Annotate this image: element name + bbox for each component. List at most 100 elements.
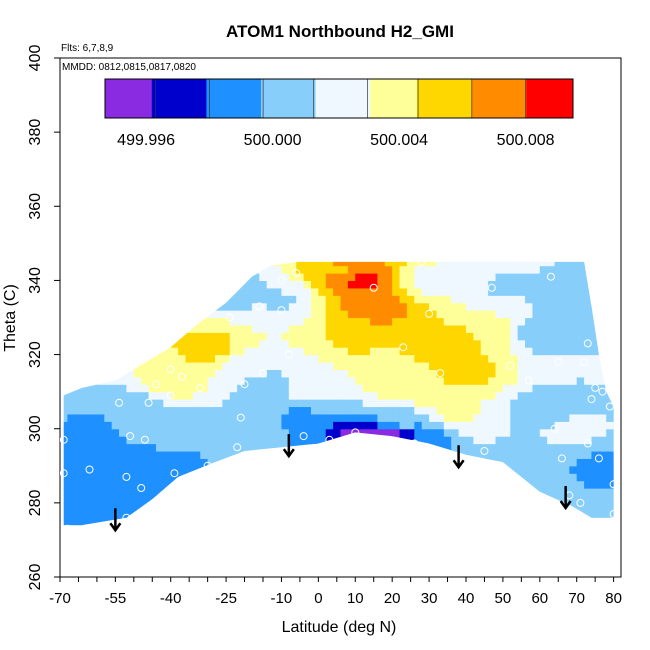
heatmap-cell [185,480,194,489]
heatmap-cell [532,413,541,422]
heatmap-cell [340,384,349,393]
heatmap-cell [414,465,423,474]
heatmap-cell [429,251,437,259]
heatmap-cell [480,261,489,267]
heatmap-cell [436,406,445,415]
heatmap-cell [104,310,113,319]
heatmap-cell [259,287,268,296]
heatmap-cell [104,406,113,415]
heatmap-cell [517,406,526,415]
heatmap-cell [355,384,364,393]
heatmap-cell [163,428,172,437]
heatmap-cell [436,502,445,511]
heatmap-cell [384,302,393,311]
heatmap-cell [156,525,164,533]
heatmap-cell [148,332,157,341]
heatmap-cell [547,443,556,452]
heatmap-cell [510,480,519,489]
heatmap-cell [82,473,91,482]
heatmap-cell [266,436,275,445]
heatmap-cell [303,310,312,319]
heatmap-cell [163,465,172,474]
heatmap-cell [200,413,209,422]
heatmap-cell [310,295,319,304]
heatmap-cell [207,287,216,296]
heatmap-cell [473,295,482,304]
heatmap-cell [495,502,504,511]
heatmap-cell [222,302,231,311]
heatmap-cell [370,384,379,393]
heatmap-cell [465,450,474,459]
heatmap-cell [237,251,245,259]
heatmap-cell [310,324,319,333]
heatmap-cell [148,280,157,289]
heatmap-cell [554,347,563,356]
heatmap-cell [259,354,268,363]
heatmap-cell [126,421,135,430]
heatmap-cell [67,324,76,333]
heatmap-cell [370,428,379,437]
heatmap-cell [310,428,319,437]
heatmap-cell [126,413,135,422]
heatmap-cell [207,510,216,519]
heatmap-cell [251,517,260,526]
heatmap-cell [406,280,415,289]
heatmap-cell [96,406,105,415]
heatmap-cell [207,384,216,393]
heatmap-cell [148,265,157,274]
heatmap-cell [347,302,356,311]
heatmap-cell [244,354,253,363]
heatmap-cell [244,317,253,326]
colorbar-swatch [128,79,137,118]
heatmap-cell [614,488,622,496]
heatmap-cell [310,302,319,311]
heatmap-cell [163,302,172,311]
heatmap-cell [584,273,593,282]
colorbar-swatch [112,79,121,118]
heatmap-cell [207,261,216,267]
heatmap-cell [532,458,541,467]
heatmap-cell [215,495,223,504]
heatmap-cell [63,265,68,274]
heatmap-cell [96,273,105,282]
heatmap-cell [266,332,275,341]
heatmap-cell [207,473,216,482]
heatmap-cell [119,369,128,378]
heatmap-cell [598,413,607,422]
heatmap-cell [532,251,540,259]
heatmap-cell [281,421,290,430]
heatmap-cell [510,391,519,400]
heatmap-cell [251,450,260,459]
heatmap-cell [310,465,319,474]
heatmap-cell [141,480,150,489]
heatmap-cell [384,369,393,378]
heatmap-cell [170,428,179,437]
heatmap-cell [141,287,150,296]
heatmap-cell [237,361,246,370]
heatmap-cell [215,261,223,267]
colorbar-swatch [362,79,371,118]
heatmap-cell [547,280,556,289]
heatmap-cell [200,265,209,274]
heatmap-cell [170,273,179,282]
heatmap-cell [436,421,445,430]
heatmap-cell [67,443,76,452]
heatmap-cell [178,465,187,474]
heatmap-cell [370,488,379,497]
heatmap-cell [510,421,519,430]
heatmap-cell [502,450,511,459]
heatmap-cell [576,517,585,526]
heatmap-cell [259,347,268,356]
heatmap-cell [392,421,401,430]
heatmap-cell [399,517,408,526]
heatmap-cell [237,458,246,467]
heatmap-cell [67,317,76,326]
heatmap-cell [222,347,231,356]
heatmap-cell [222,473,231,482]
heatmap-cell [296,510,305,519]
heatmap-cell [502,473,511,482]
heatmap-cell [554,443,563,452]
heatmap-cell [192,480,201,489]
heatmap-cell [208,243,216,251]
heatmap-cell [192,458,201,467]
